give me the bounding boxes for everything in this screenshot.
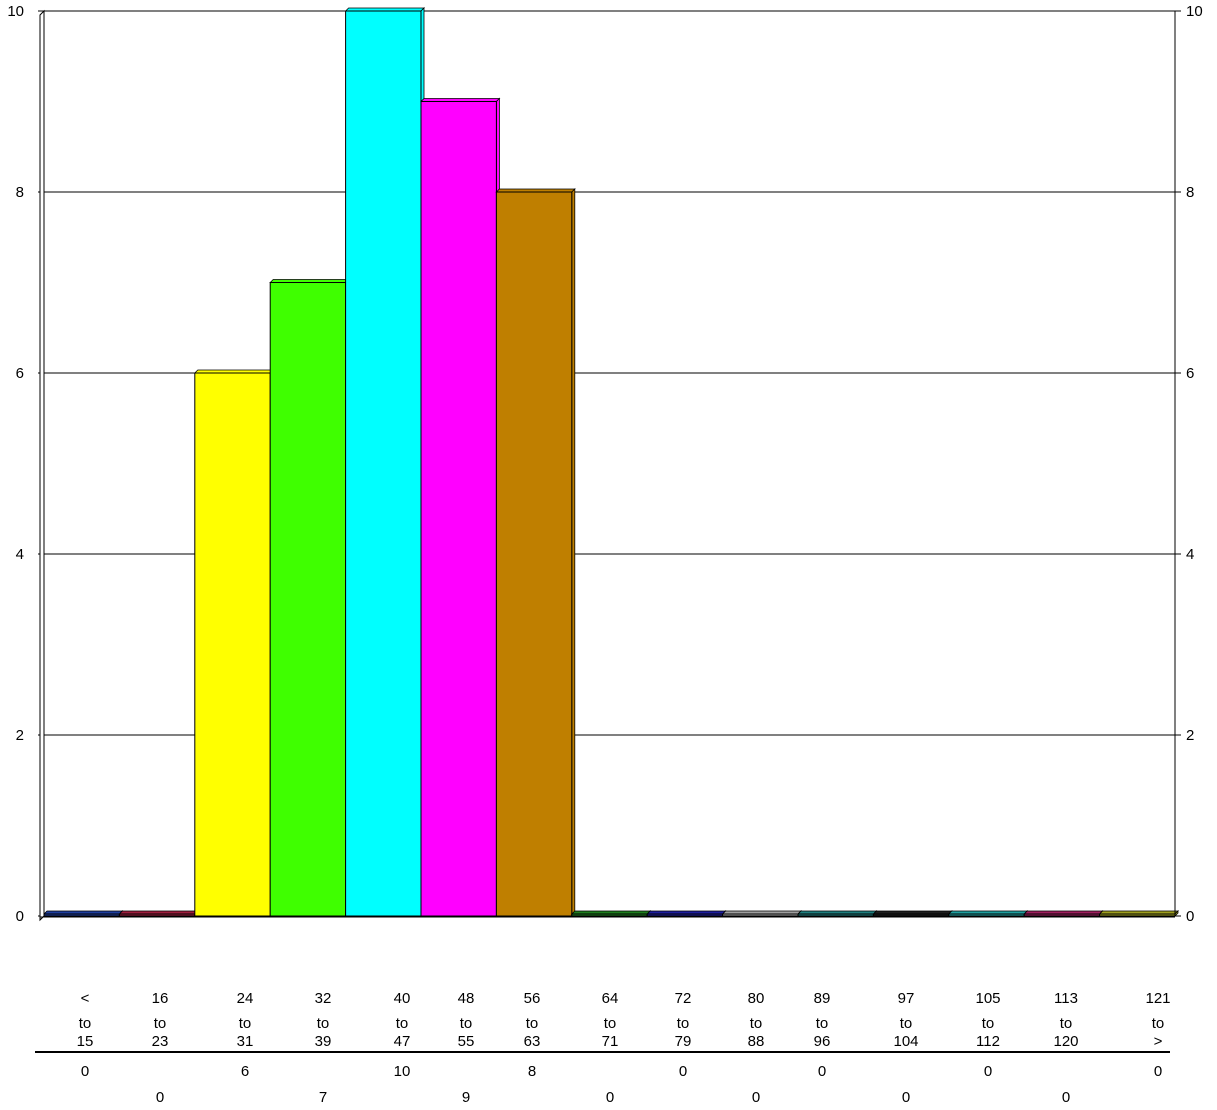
x-category-label-bottom: 112 (976, 1033, 1000, 1050)
x-category-label-bottom: 79 (675, 1033, 692, 1050)
x-category-label-top: 16 (152, 990, 169, 1007)
x-category-label-top: < (81, 990, 90, 1007)
y-tick-label-left: 6 (16, 365, 24, 382)
bar (948, 913, 1025, 917)
bar-value-label: 7 (319, 1089, 327, 1106)
bar-value-label: 0 (1062, 1089, 1070, 1106)
y-tick-label-right: 6 (1186, 365, 1194, 382)
x-category-label-mid: to (1060, 1015, 1073, 1032)
y-tick-label-right: 10 (1186, 3, 1203, 20)
x-category-label-top: 40 (394, 990, 411, 1007)
bar-value-label: 0 (606, 1089, 614, 1106)
bar-value-label: 0 (1154, 1063, 1162, 1080)
bars (43, 7, 1179, 917)
bar-value-label: 0 (984, 1063, 992, 1080)
x-category-label-bottom: 23 (152, 1033, 169, 1050)
x-category-label-mid: to (79, 1015, 92, 1032)
left-wall (39, 9, 45, 922)
x-category-label-bottom: 55 (458, 1033, 475, 1050)
axes (35, 9, 1181, 1053)
x-category-label-mid: to (604, 1015, 617, 1032)
y-tick-label-left: 0 (16, 908, 24, 925)
x-category-label-bottom: 15 (77, 1033, 94, 1050)
x-category-label-mid: to (982, 1015, 995, 1032)
bar (797, 913, 874, 917)
x-category-label-top: 97 (898, 990, 915, 1007)
bar-value-label: 6 (241, 1063, 249, 1080)
x-category-label-mid: to (317, 1015, 330, 1032)
bar-value-label: 10 (394, 1063, 411, 1080)
y-tick-label-right: 8 (1186, 184, 1194, 201)
x-category-label-top: 48 (458, 990, 475, 1007)
x-category-label-bottom: 71 (602, 1033, 619, 1050)
bar-value-label: 0 (752, 1089, 760, 1106)
bar (118, 913, 196, 917)
x-category-label-top: 64 (602, 990, 619, 1007)
x-category-label-bottom: 47 (394, 1033, 411, 1050)
x-category-label-top: 113 (1054, 990, 1078, 1007)
x-category-label-bottom: 96 (814, 1033, 831, 1050)
bar (345, 10, 422, 917)
x-category-label-top: 24 (237, 990, 254, 1007)
y-tick-label-right: 2 (1186, 727, 1194, 744)
x-category-label-top: 32 (315, 990, 332, 1007)
x-category-label-top: 72 (675, 990, 692, 1007)
x-category-label-top: 105 (975, 990, 1000, 1007)
bar-value-label: 9 (462, 1089, 470, 1106)
bar (872, 913, 950, 917)
x-category-label-bottom: 39 (315, 1033, 332, 1050)
x-category-label-mid: to (816, 1015, 829, 1032)
x-category-label-top: 56 (524, 990, 541, 1007)
x-category-label-mid: to (154, 1015, 167, 1032)
x-category-label-mid: to (677, 1015, 690, 1032)
bar (1099, 913, 1176, 917)
x-category-label-top: 121 (1145, 990, 1170, 1007)
bar (43, 913, 120, 917)
x-category-label-bottom: 120 (1053, 1033, 1078, 1050)
x-category-label-bottom: 88 (748, 1033, 765, 1050)
x-category-label-mid: to (396, 1015, 409, 1032)
bar-value-label: 0 (156, 1089, 164, 1106)
x-category-label-mid: to (900, 1015, 913, 1032)
x-category-label-bottom: 31 (237, 1033, 254, 1050)
bar (495, 191, 573, 917)
y-tick-label-right: 4 (1186, 546, 1194, 563)
x-category-label-mid: to (239, 1015, 252, 1032)
bar (571, 913, 648, 917)
bar (1023, 913, 1101, 917)
bar (646, 913, 724, 917)
bar-value-label: 0 (902, 1089, 910, 1106)
labels: 0 02 24 46 68 810 10<to15016to23024to31632to39… (7, 3, 1202, 1106)
y-tick-label-left: 2 (16, 727, 24, 744)
x-category-label-bottom: 63 (524, 1033, 541, 1050)
x-category-label-bottom: > (1154, 1033, 1163, 1050)
x-category-label-mid: to (460, 1015, 473, 1032)
x-category-label-top: 80 (748, 990, 765, 1007)
y-tick-label-left: 8 (16, 184, 24, 201)
y-tick-label-left: 4 (16, 546, 24, 563)
x-category-label-bottom: 104 (893, 1033, 918, 1050)
y-tick-label-left: 10 (7, 3, 24, 20)
bar (269, 282, 347, 917)
y-tick-label-right: 0 (1186, 908, 1194, 925)
bar (722, 913, 799, 917)
x-category-label-mid: to (750, 1015, 763, 1032)
x-category-label-top: 89 (814, 990, 831, 1007)
bar (420, 101, 497, 917)
x-category-label-mid: to (1152, 1015, 1165, 1032)
bar-value-label: 0 (81, 1063, 89, 1080)
bar (194, 372, 271, 917)
x-category-label-mid: to (526, 1015, 539, 1032)
bar-value-label: 0 (679, 1063, 687, 1080)
bar-value-label: 0 (818, 1063, 826, 1080)
bar-value-label: 8 (528, 1063, 536, 1080)
